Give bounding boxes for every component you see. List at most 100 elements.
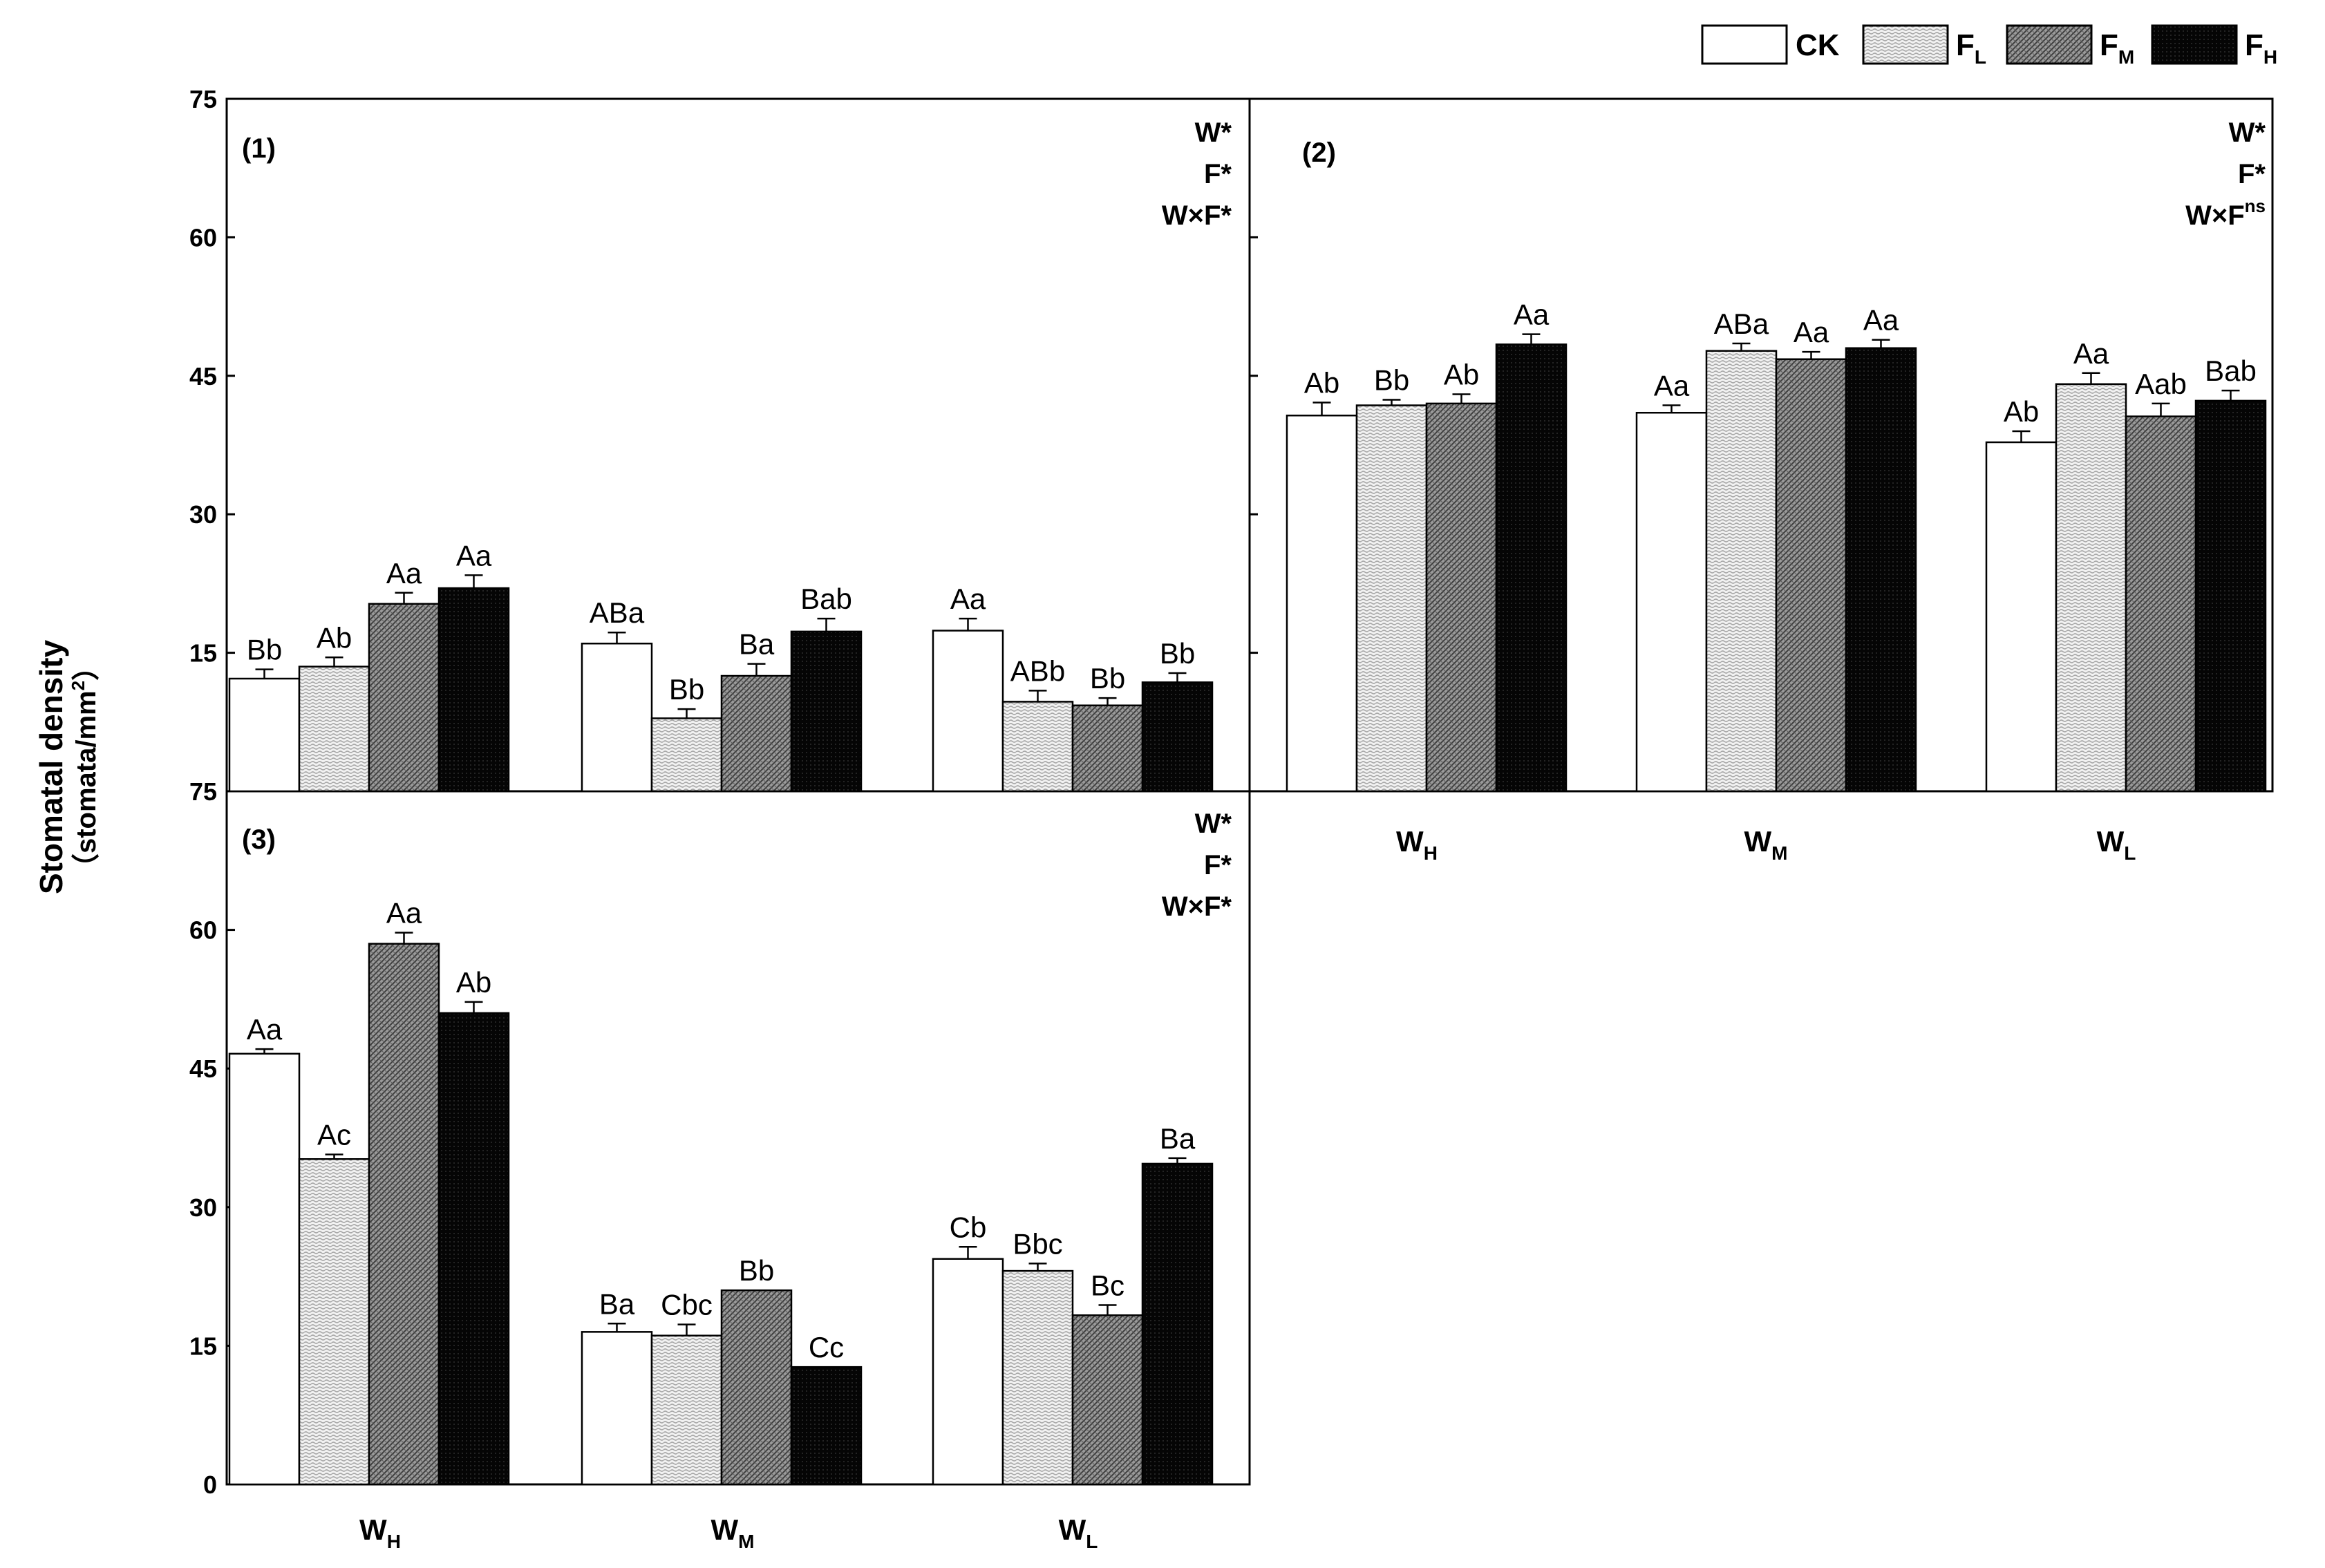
panel-1-sig-label-fm-1: Ba (739, 628, 775, 661)
panel-3-ytick-label-2: 30 (189, 1193, 217, 1222)
panel-1-sig-label-fm-0: Aa (386, 557, 422, 589)
panel-1-sig-label-fl-0: Ab (317, 621, 352, 654)
panel-2-sig-label-fm-0: Ab (1444, 359, 1479, 391)
panel-2-sig-label-ck-2: Ab (2004, 395, 2039, 428)
panel-1-sig-label-fm-2: Bb (1090, 662, 1125, 695)
legend-swatch-fl (1862, 24, 1949, 65)
legend-label-fl: FL (1956, 28, 1986, 68)
panel-1-stat-w: W* (1195, 117, 1232, 148)
panel-2-category-labels: WH WM WL (1396, 825, 2136, 864)
panel-1-ytick-label-3: 45 (189, 362, 217, 390)
panel-3-category-wl: WL (1059, 1513, 1098, 1552)
panel-1-stat-f: F* (1204, 159, 1232, 189)
panel-3-sig-label-ck-2: Cb (950, 1211, 987, 1243)
panel-1-bar-fh-1 (790, 630, 863, 793)
panel-2-sig-label-fh-1: Aa (1863, 304, 1899, 337)
panel-1-bar-ck-0 (228, 677, 301, 793)
panel-3-sig-label-ck-0: Aa (247, 1013, 283, 1046)
panel-3-bar-ck-1 (581, 1331, 653, 1486)
panel-2-bar-fl-2 (2055, 383, 2127, 793)
panel-2-stat-f: F* (2238, 159, 2266, 189)
panel-3-bar-fm-1 (720, 1289, 793, 1486)
legend-label-ck: CK (1796, 28, 1840, 62)
panel-3-bar-fl-0 (298, 1158, 370, 1486)
panel-3-sig-label-ck-1: Ba (599, 1287, 635, 1320)
chart-marks: 75 15 30 45 60 75 Bb ABa Aa Ab Bb ABb Aa Ba Bb Aa Bab Bb A… (189, 85, 2267, 1499)
panel-2-sig-label-fl-0: Bb (1374, 364, 1409, 397)
panel-2-bar-fl-0 (1355, 404, 1428, 793)
panel-3-category-wh: WH (359, 1513, 401, 1552)
panel-3-bar-fh-0 (437, 1012, 510, 1486)
panel-2-bar-fm-0 (1425, 402, 1498, 793)
panel-2-sig-label-ck-0: Ab (1304, 367, 1339, 399)
panel-1-bar-fm-0 (368, 603, 440, 793)
panel-3-ytick-label-3: 45 (189, 1055, 217, 1083)
panel-2-sig-label-ck-1: Aa (1654, 370, 1690, 402)
panel-3-sig-label-fm-2: Bc (1091, 1269, 1124, 1302)
panel-1-sig-label-fh-2: Bb (1160, 637, 1195, 670)
y-axis-unit: （stomata/mm2） (68, 653, 102, 881)
panel-3-bar-fm-2 (1071, 1314, 1144, 1486)
panel-1-bar-fm-1 (720, 674, 793, 793)
panel-3-ytick-label-1: 15 (189, 1332, 217, 1360)
y-axis-label: Stomatal density (33, 640, 69, 895)
panel-1-bar-fh-2 (1141, 681, 1214, 793)
panel-2-bar-ck-0 (1286, 414, 1358, 793)
legend-item-ck: CK (1701, 24, 1840, 65)
legend-swatch-fm (2006, 24, 2093, 65)
panel-1-sig-label-ck-1: ABa (590, 596, 645, 629)
panel-2-sig-label-fm-1: Aa (1794, 316, 1829, 348)
panel-3-ytick-label-0: 0 (203, 1471, 217, 1499)
panel-2-sig-label-fl-1: ABa (1714, 308, 1769, 340)
panel-3-bar-fh-1 (790, 1366, 863, 1486)
legend-label-fh: FH (2245, 28, 2277, 68)
panel-3-category-wm: WM (711, 1513, 755, 1552)
panel-3-bar-fh-2 (1141, 1162, 1214, 1486)
panel-2-stats: W* F* W×Fns (2185, 117, 2266, 231)
panel-1-bar-fl-2 (1001, 701, 1074, 793)
panel-1-ytick-label-2: 30 (189, 500, 217, 529)
panel-3-sig-label-fh-0: Ab (456, 966, 491, 999)
panel-2-category-wh: WH (1396, 825, 1438, 864)
panel-3-stat-f: F* (1204, 850, 1232, 880)
panel-1-bar-fl-0 (298, 665, 370, 793)
panel-2-bar-fl-1 (1705, 350, 1778, 793)
panel-1-bar-fm-2 (1071, 704, 1144, 793)
legend-label-fm: FM (2100, 28, 2134, 68)
panel-1-sig-label-fh-0: Aa (456, 539, 492, 572)
panel-3-stat-w: W* (1195, 809, 1232, 839)
panel-3-sig-label-fl-0: Ac (317, 1119, 351, 1151)
panel-2-bar-fh-0 (1495, 343, 1568, 793)
panel-2-sig-label-fh-0: Aa (1514, 299, 1550, 331)
panel-3-sig-label-fl-1: Cbc (661, 1289, 713, 1321)
panel-1-sig-label-ck-0: Bb (247, 634, 282, 666)
panel-1-bar-ck-1 (581, 642, 653, 793)
panel-2-sig-label-fm-2: Aab (2135, 368, 2187, 400)
panel-2-bar-fh-2 (2194, 399, 2267, 793)
panel-3-bar-ck-2 (932, 1258, 1004, 1486)
panel-2-bar-ck-1 (1635, 411, 1708, 793)
panel-1-label: (1) (242, 133, 276, 164)
legend-item-fl: FL (1862, 24, 1986, 68)
panel-1-ytick-label-5: 75 (189, 85, 217, 113)
panel-1-ytick-label-4: 60 (189, 223, 217, 252)
legend-item-fh: FH (2151, 24, 2277, 68)
panel-2-stat-wf: W×Fns (2185, 196, 2266, 231)
panel-3-bar-fl-2 (1001, 1269, 1074, 1486)
panel-3-sig-label-fl-2: Bbc (1013, 1227, 1062, 1260)
panel-2-label: (2) (1302, 138, 1336, 168)
y-axis-title: Stomatal density （stomata/mm2） (33, 640, 102, 895)
panel-2-sig-label-fl-2: Aa (2073, 337, 2109, 370)
legend: CK FL FM FH (1701, 24, 2277, 68)
panel-1-sig-label-fl-1: Bb (669, 673, 704, 706)
panel-1-ytick-label-0: 75 (189, 777, 217, 806)
panel-3-sig-label-fm-0: Aa (386, 897, 422, 929)
panel-2-bar-fm-1 (1775, 358, 1847, 793)
panel-3-bar-fl-1 (650, 1334, 723, 1486)
panel-1-sig-label-fh-1: Bab (800, 583, 852, 615)
panel-3-stat-wf: W×F* (1162, 891, 1232, 922)
panel-1-sig-label-ck-2: Aa (950, 583, 986, 615)
panel-2-bar-fh-1 (1845, 347, 1917, 793)
panel-2-category-wl: WL (2097, 825, 2136, 864)
